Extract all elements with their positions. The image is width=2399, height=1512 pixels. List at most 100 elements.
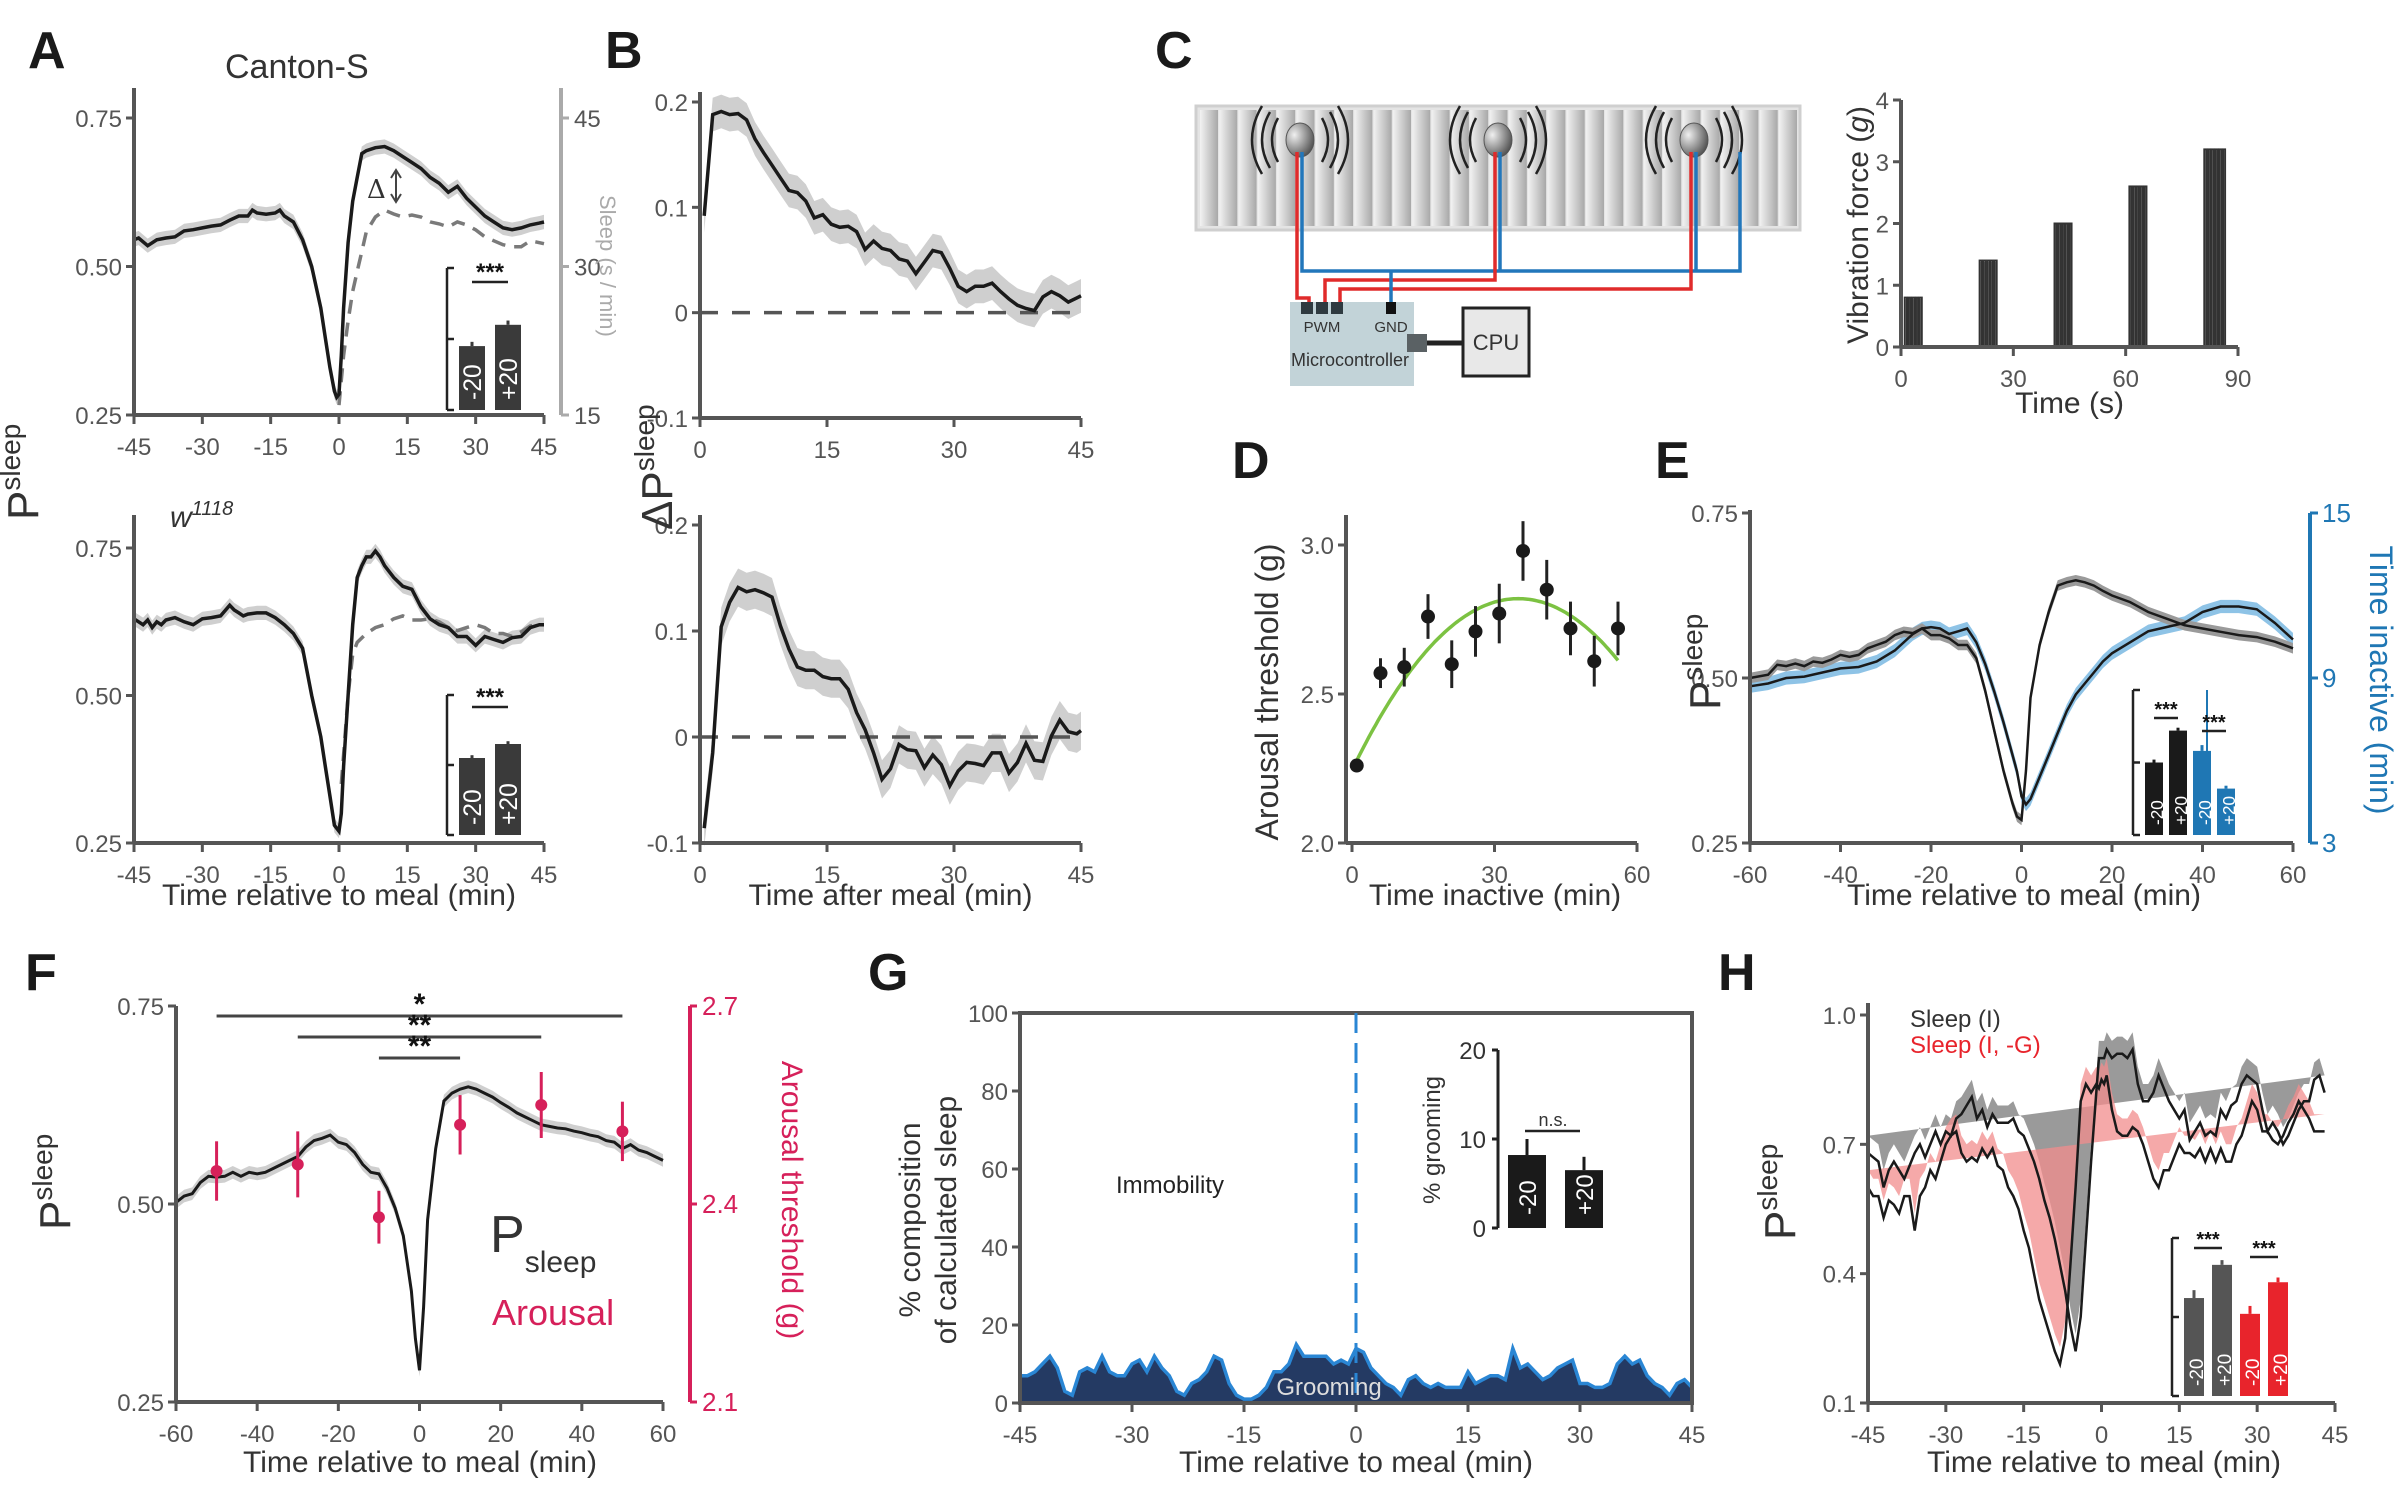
pwm-wire [1338, 152, 1693, 310]
significance-label: ** [408, 1009, 432, 1042]
y2-tick-label: 9 [2322, 663, 2336, 693]
panel-label-h: H [1718, 944, 1756, 1002]
panel-f: *****-60 -40 -20 0 20 40 600.250.500.752.12.42… [27, 988, 808, 1479]
y-tick-label: 0.1 [655, 619, 688, 646]
x-tick-label: 30 [941, 862, 968, 889]
inset-bar [2212, 1264, 2232, 1396]
y-tick-label: 0.7 [1823, 1132, 1856, 1159]
vibration-pulse [1978, 259, 1983, 348]
y-tick-label: 2.5 [1301, 682, 1334, 709]
fly-tube [1431, 110, 1450, 226]
pwm-pin [1331, 302, 1343, 314]
microcontroller-box [1290, 302, 1414, 386]
fly-tube [1508, 110, 1527, 226]
vibration-wave-icon [1526, 111, 1538, 169]
fly-tube [1528, 110, 1547, 226]
y-tick-label: -0.1 [647, 406, 688, 433]
legend-arousal: Arousal [492, 1292, 614, 1333]
vibration-pulse [2210, 148, 2215, 348]
data-point [1468, 624, 1483, 639]
fly-tube [1624, 110, 1643, 226]
y-tick-label: 0.50 [1691, 666, 1738, 693]
y-label-unit: g [1842, 116, 1875, 133]
inset-bar-label: +20 [1572, 1174, 1599, 1215]
y-tick-label: 0.2 [655, 513, 688, 540]
x-tick-label: 15 [814, 862, 841, 889]
fly-tube [1335, 110, 1354, 226]
inset-bar-label: -20 [2187, 1359, 2208, 1386]
p-sleep-line [133, 548, 544, 836]
fly-tube [1701, 110, 1720, 226]
y-tick-label: 0.1 [655, 195, 688, 222]
confidence-band [134, 543, 544, 839]
x-axis-label: Time relative to meal (min) [1179, 1446, 1533, 1479]
arousal-point [535, 1099, 548, 1111]
arousal-point [210, 1165, 223, 1177]
y2-tick-label: 2.7 [702, 991, 738, 1021]
y2-tick-label: 15 [2322, 498, 2351, 528]
y-tick-label: 0 [1876, 335, 1889, 362]
data-point [1349, 758, 1364, 773]
x-tick-label: -15 [2006, 1422, 2041, 1449]
x-tick-label: 30 [941, 437, 968, 464]
panel-label-b: B [605, 22, 643, 80]
vibration-pulse [2218, 148, 2223, 348]
significance-label: *** [476, 684, 505, 711]
panel-e: -60 -40 -20 0 20 40 60 0.25 0.50 0.75 3 9 15 Time ina… [1677, 498, 2399, 912]
inset-bar [2145, 762, 2163, 835]
inset-bar-label: -20 [1515, 1180, 1542, 1215]
x-tick-label: 0 [2015, 862, 2028, 889]
x-tick-label: 40 [2189, 862, 2216, 889]
y-tick-label: 0 [675, 725, 688, 752]
inset-y-label: % grooming [1419, 1076, 1446, 1204]
data-point [1516, 543, 1530, 558]
panel-b-top: 0 15 30 45-0.100.10.2 [647, 90, 1095, 464]
arousal-point [291, 1158, 304, 1171]
data-point [1587, 654, 1602, 669]
delta-annotation: Δ [367, 175, 386, 205]
inset-bar [2217, 788, 2235, 835]
vibration-pulse [1989, 259, 1994, 348]
inset-bar [459, 758, 485, 835]
p-sleep-line [1749, 579, 2294, 823]
y-tick-label: 0.2 [655, 90, 688, 117]
y-tick-label: 60 [981, 1157, 1008, 1184]
sleep-rate-dashed-line [339, 614, 544, 785]
sleep-rate-dashed-line [337, 208, 545, 406]
panel-label-a: A [28, 22, 66, 80]
gnd-label: GND [1374, 319, 1408, 336]
y-tick-label: 40 [981, 1235, 1008, 1262]
significance-label: *** [2252, 1238, 2276, 1260]
inset-bar-label: +20 [496, 783, 523, 825]
data-point [1492, 606, 1507, 621]
y-axis-label: Psleep [0, 424, 48, 520]
delta-p-sleep-line [702, 109, 1082, 313]
vibration-motor-icon [1679, 122, 1709, 158]
inset-bar [2240, 1313, 2260, 1396]
fly-tube [1586, 110, 1604, 226]
x-tick-label: 30 [1567, 1422, 1594, 1449]
vibration-pulse [2207, 148, 2212, 348]
inset-bar-label: +20 [2271, 1354, 2292, 1386]
vibration-pulse [1903, 296, 1908, 349]
confidence-band [704, 94, 1081, 328]
y-tick-label: 0 [995, 1391, 1008, 1418]
time-inactive-band [1750, 599, 2293, 812]
fly-tube [1315, 110, 1334, 226]
x-tick-label: 30 [462, 434, 489, 461]
y-tick-label: 0.25 [75, 831, 122, 858]
vibration-pulse [2143, 185, 2148, 348]
legend-sleep-i-g: Sleep (I, -G) [1910, 1032, 2041, 1059]
panel-label-d: D [1232, 432, 1270, 490]
fly-tube [1566, 110, 1585, 226]
vibration-motor-icon [1483, 122, 1513, 158]
x-tick-label: 45 [1679, 1422, 1706, 1449]
x-axis-label: Time relative to meal (min) [1927, 1446, 2281, 1479]
y-tick-label: 0.75 [75, 536, 122, 563]
y-tick-label: 0.25 [1691, 831, 1738, 858]
panel-c-vibration: 0 30 60 90 0 1 2 3 4 Time (s) Vibration force (g) [1842, 88, 2251, 420]
vibration-pulse [1914, 296, 1920, 349]
x-tick-label: 15 [814, 437, 841, 464]
inset-bar-label: +20 [2215, 1354, 2236, 1386]
panel-c-schematic: PWM GND Microcontroller CPU [1194, 104, 1802, 386]
